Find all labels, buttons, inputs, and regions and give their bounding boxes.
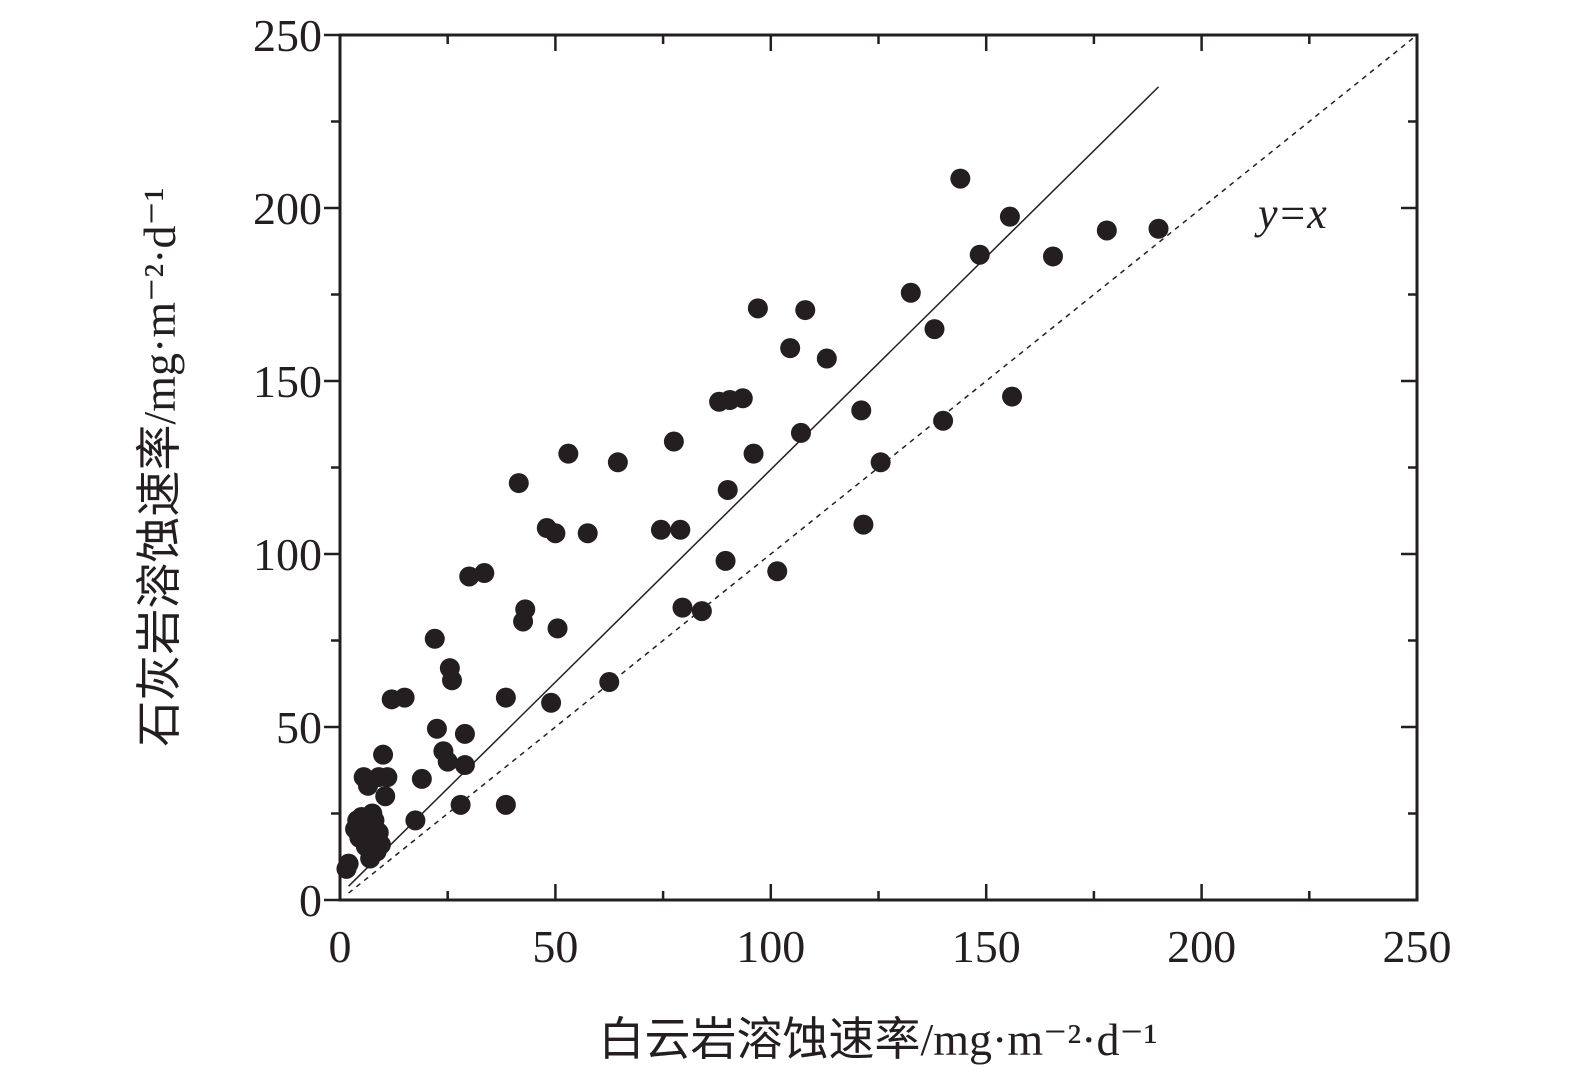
data-point: [405, 810, 426, 831]
y-tick-label: 100: [253, 529, 322, 580]
data-point: [375, 786, 396, 807]
data-point: [338, 853, 359, 874]
data-point: [450, 794, 471, 815]
y-equals-x-annotation: y=x: [1254, 189, 1327, 238]
data-point: [437, 751, 458, 772]
data-point: [364, 817, 385, 838]
data-point: [1096, 220, 1117, 241]
data-point: [950, 168, 971, 189]
data-point: [370, 834, 391, 855]
data-point: [663, 431, 684, 452]
data-point: [424, 628, 445, 649]
data-point: [715, 550, 736, 571]
y-tick-label: 250: [253, 10, 322, 61]
data-point: [795, 300, 816, 321]
data-point: [933, 410, 954, 431]
data-point: [717, 479, 738, 500]
data-point: [1148, 218, 1169, 239]
data-point: [599, 672, 620, 693]
data-point: [515, 599, 536, 620]
data-point: [454, 723, 475, 744]
data-point: [394, 687, 415, 708]
data-point: [969, 244, 990, 265]
data-point: [816, 348, 837, 369]
data-point: [851, 400, 872, 421]
data-point: [650, 519, 671, 540]
y-tick-label: 150: [253, 356, 322, 407]
data-point: [747, 298, 768, 319]
reference-line-y-equals-x: [348, 34, 1418, 894]
data-point: [790, 422, 811, 443]
data-point: [495, 687, 516, 708]
data-points: [336, 168, 1169, 879]
data-point: [780, 338, 801, 359]
data-point: [853, 514, 874, 535]
data-point: [672, 597, 693, 618]
y-axis-title: 石灰岩溶蚀速率/mg·m⁻²·d⁻¹: [134, 187, 185, 746]
x-tick-label: 150: [952, 921, 1021, 972]
axis-ticks: [324, 33, 1419, 902]
data-point: [377, 767, 398, 788]
x-tick-label: 100: [736, 921, 805, 972]
data-point: [558, 443, 579, 464]
x-axis-title: 白云岩溶蚀速率/mg·m⁻²·d⁻¹: [598, 1014, 1157, 1065]
data-point: [767, 561, 788, 582]
data-point: [1002, 386, 1023, 407]
data-point: [373, 744, 394, 765]
x-tick-label: 250: [1383, 921, 1452, 972]
x-tick-label: 50: [532, 921, 578, 972]
y-tick-label: 200: [253, 183, 322, 234]
data-point: [870, 452, 891, 473]
data-point: [474, 563, 495, 584]
data-point: [924, 319, 945, 340]
data-point: [459, 566, 480, 587]
data-point: [999, 206, 1020, 227]
data-point: [508, 473, 529, 494]
data-point: [900, 282, 921, 303]
data-point: [541, 692, 562, 713]
data-point: [1042, 246, 1063, 267]
data-point: [439, 658, 460, 679]
data-point: [426, 718, 447, 739]
data-point: [607, 452, 628, 473]
y-tick-label: 0: [299, 875, 322, 926]
regression-line: [348, 86, 1160, 887]
data-point: [743, 443, 764, 464]
data-point: [670, 519, 691, 540]
x-tick-label: 200: [1167, 921, 1236, 972]
data-point: [545, 523, 566, 544]
data-point: [732, 388, 753, 409]
data-point: [577, 523, 598, 544]
data-point: [454, 755, 475, 776]
y-tick-label: 50: [276, 702, 322, 753]
data-point: [411, 768, 432, 789]
x-tick-label: 0: [329, 921, 352, 972]
x-tick-labels: 0 50 100 150 200 250: [329, 921, 1452, 972]
data-point: [547, 618, 568, 639]
y-tick-labels: 0 50 100 150 200 250: [253, 10, 322, 926]
data-point: [495, 794, 516, 815]
data-point: [691, 601, 712, 622]
